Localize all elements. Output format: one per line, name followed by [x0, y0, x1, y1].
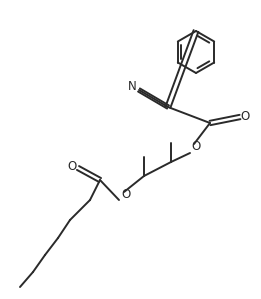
- Text: O: O: [191, 140, 201, 152]
- Text: O: O: [121, 188, 130, 202]
- Text: O: O: [67, 159, 77, 173]
- Text: O: O: [240, 109, 250, 123]
- Text: N: N: [128, 80, 137, 94]
